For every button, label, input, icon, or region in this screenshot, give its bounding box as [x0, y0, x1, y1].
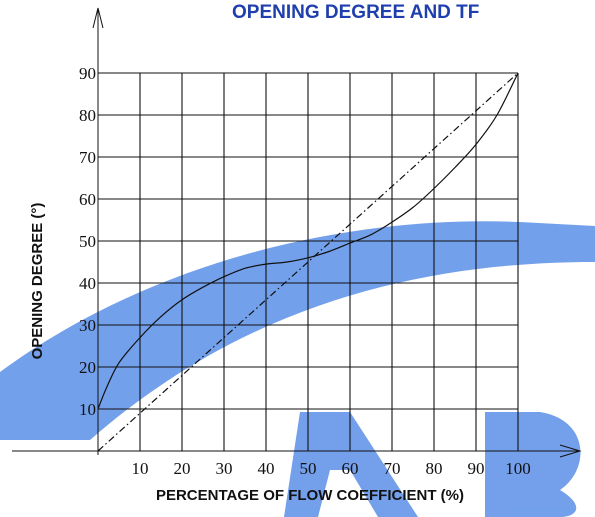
x-tick-label: 20 [174, 459, 191, 478]
y-tick-label: 30 [79, 316, 96, 335]
x-axis-title: PERCENTAGE OF FLOW COEFFICIENT (%) [156, 487, 464, 504]
x-tick-label: 70 [384, 459, 401, 478]
y-tick-label: 20 [79, 358, 96, 377]
series-group [97, 72, 519, 452]
y-tick-label: 90 [79, 64, 96, 83]
watermark-letter-b [485, 412, 581, 517]
x-tick-label: 30 [216, 459, 233, 478]
chart-title: OPENING DEGREE AND TF [232, 2, 479, 23]
x-tick-label: 60 [342, 459, 359, 478]
watermark-logo [0, 221, 595, 517]
y-tick-label: 70 [79, 148, 96, 167]
axes [12, 7, 582, 458]
x-tick-label: 50 [300, 459, 317, 478]
y-tick-label: 50 [79, 232, 96, 251]
x-tick-label: 100 [505, 459, 531, 478]
x-axis-arrow [559, 444, 582, 458]
x-tick-label: 90 [468, 459, 485, 478]
grid [98, 72, 519, 451]
watermark-letter-a [284, 412, 418, 517]
x-tick-label: 80 [426, 459, 443, 478]
x-tick-labels: 10 20 30 40 50 60 70 80 90 100 [132, 459, 531, 478]
watermark-swoosh [0, 221, 595, 440]
y-tick-labels: 10 20 30 40 50 60 70 80 90 [79, 64, 96, 419]
y-axis-arrow [92, 7, 104, 29]
y-tick-label: 40 [79, 274, 96, 293]
x-tick-label: 10 [132, 459, 149, 478]
y-axis-title: OPENING DEGREE (°) [29, 203, 46, 360]
x-tick-label: 40 [258, 459, 275, 478]
series-line-characteristic [97, 72, 519, 410]
series-line-linear [97, 72, 519, 452]
y-tick-label: 10 [79, 400, 96, 419]
y-tick-label: 60 [79, 190, 96, 209]
y-tick-label: 80 [79, 106, 96, 125]
